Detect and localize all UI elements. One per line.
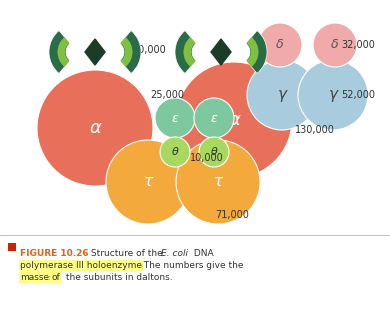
Circle shape [313, 23, 357, 67]
Wedge shape [49, 31, 70, 73]
Circle shape [298, 60, 368, 130]
Text: DNA: DNA [191, 249, 214, 258]
Text: FIGURE 10.26: FIGURE 10.26 [20, 249, 89, 258]
Text: ε: ε [172, 112, 178, 125]
Text: θ: θ [172, 147, 178, 157]
Circle shape [37, 70, 153, 186]
Wedge shape [121, 37, 133, 67]
Text: 71,000: 71,000 [215, 210, 249, 220]
Text: of: of [51, 273, 60, 282]
Wedge shape [184, 37, 195, 67]
Wedge shape [120, 31, 141, 73]
Wedge shape [175, 31, 196, 73]
Text: $\beta$: $\beta$ [109, 45, 117, 59]
Circle shape [155, 98, 195, 138]
Circle shape [258, 23, 302, 67]
Circle shape [176, 62, 292, 178]
Text: 52,000: 52,000 [341, 90, 375, 100]
Text: τ: τ [213, 175, 223, 190]
Text: γ: γ [328, 87, 337, 102]
Text: δ: δ [331, 38, 339, 52]
Circle shape [199, 137, 229, 167]
Text: $\beta$: $\beta$ [73, 45, 81, 59]
Text: E. coli: E. coli [161, 249, 188, 258]
Polygon shape [85, 39, 105, 65]
Text: α: α [228, 111, 240, 129]
Text: the subunits in daltons.: the subunits in daltons. [63, 273, 173, 282]
Text: . The numbers give the: . The numbers give the [138, 261, 243, 270]
Text: 10,000: 10,000 [190, 153, 224, 163]
Polygon shape [211, 39, 231, 65]
Bar [8, 243, 16, 251]
Text: 40,000: 40,000 [133, 45, 167, 55]
Text: γ: γ [278, 87, 287, 102]
Circle shape [176, 140, 260, 224]
Text: τ: τ [144, 175, 152, 190]
Text: $\beta$: $\beta$ [199, 45, 207, 59]
Text: masses: masses [20, 273, 54, 282]
Circle shape [106, 140, 190, 224]
Circle shape [194, 98, 234, 138]
Circle shape [160, 137, 190, 167]
Text: 25,000: 25,000 [150, 90, 184, 100]
Text: polymerase III holoenzyme: polymerase III holoenzyme [20, 261, 142, 270]
Text: ε: ε [211, 112, 217, 125]
Text: 32,000: 32,000 [341, 40, 375, 50]
Text: δ: δ [276, 38, 284, 52]
Wedge shape [57, 37, 69, 67]
Text: α: α [89, 119, 101, 137]
Text: $\beta$: $\beta$ [235, 45, 243, 59]
Text: θ: θ [211, 147, 217, 157]
Text: 130,000: 130,000 [295, 125, 335, 135]
Text: Structure of the: Structure of the [88, 249, 166, 258]
Wedge shape [246, 31, 267, 73]
Wedge shape [246, 37, 259, 67]
Circle shape [247, 60, 317, 130]
